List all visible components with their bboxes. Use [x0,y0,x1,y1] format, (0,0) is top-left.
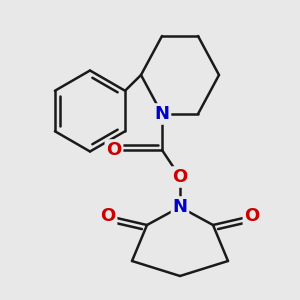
Text: O: O [172,168,188,186]
Text: O: O [244,207,260,225]
Text: N: N [154,105,169,123]
Text: O: O [100,207,116,225]
Text: N: N [172,198,188,216]
Text: O: O [106,141,122,159]
